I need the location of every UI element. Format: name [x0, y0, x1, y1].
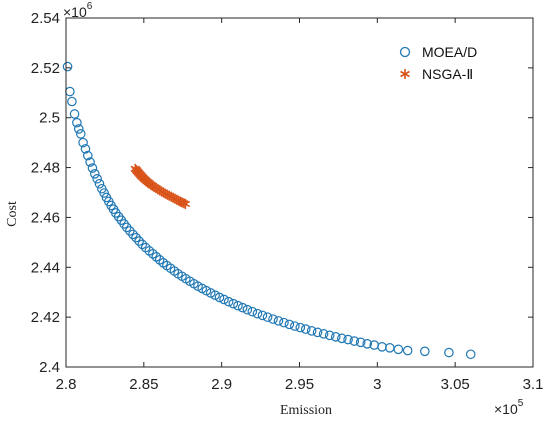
data-point	[78, 137, 88, 148]
data-point	[219, 294, 229, 305]
legend-label-moead: MOEA/D	[422, 44, 477, 60]
data-point	[134, 236, 144, 246]
data-point	[99, 188, 109, 198]
plot-background	[66, 18, 533, 367]
series-layer	[62, 61, 476, 360]
x-tick-label: 3	[373, 376, 381, 393]
legend: MOEA/D NSGA-Ⅱ	[399, 44, 477, 82]
y-multiplier-text: ×10	[63, 4, 87, 20]
data-point	[67, 96, 77, 107]
legend-label-nsga: NSGA-Ⅱ	[422, 66, 473, 82]
data-point	[444, 347, 454, 358]
data-point	[128, 229, 138, 240]
data-point	[247, 306, 258, 317]
y-tick-label: 2.44	[31, 259, 60, 276]
y-exponent-text: 6	[87, 1, 93, 12]
data-point	[362, 339, 373, 349]
series-nsga	[130, 163, 191, 209]
data-point	[242, 304, 253, 315]
data-point	[228, 298, 239, 309]
legend-marker-moead	[399, 46, 411, 58]
y-exponent-label: ×106	[63, 1, 93, 20]
data-point	[355, 337, 366, 348]
data-point	[237, 302, 248, 313]
data-point	[318, 329, 329, 339]
legend-marker-nsga	[400, 69, 410, 79]
data-point	[349, 336, 360, 346]
data-point	[82, 150, 93, 161]
data-point	[87, 163, 98, 173]
data-point	[300, 324, 311, 334]
x-exponent-label: ×105	[494, 398, 524, 417]
x-exponent-text: 5	[518, 398, 524, 409]
data-point	[125, 226, 135, 236]
data-point	[312, 327, 323, 338]
data-point	[131, 232, 141, 243]
x-tick-label: 2.85	[129, 376, 158, 393]
series-moead	[62, 61, 476, 360]
svg-text:×106: ×106	[63, 1, 93, 20]
data-point	[121, 222, 132, 233]
data-point	[402, 345, 413, 356]
data-point	[214, 292, 225, 303]
y-axis-label: Cost	[5, 201, 20, 227]
data-point	[252, 308, 263, 319]
data-point	[233, 300, 243, 311]
data-point	[262, 312, 273, 322]
data-point	[223, 296, 234, 307]
x-tick-label: 3.1	[523, 376, 544, 393]
data-point	[268, 314, 278, 324]
data-point	[137, 239, 148, 250]
x-axis-label: Emission	[280, 403, 332, 418]
plot-area	[66, 18, 533, 367]
svg-text:×105: ×105	[494, 398, 524, 417]
data-point	[148, 249, 158, 259]
data-point	[465, 349, 476, 360]
data-point	[151, 252, 162, 262]
data-point	[89, 169, 100, 179]
x-tick-label: 2.8	[56, 376, 77, 393]
data-point	[92, 173, 102, 184]
y-tick-label: 2.48	[31, 160, 60, 177]
data-point	[180, 198, 191, 209]
x-tick-label: 2.95	[285, 376, 314, 393]
data-point	[80, 144, 91, 154]
data-point	[279, 317, 289, 328]
data-point	[75, 129, 86, 139]
y-tick-label: 2.4	[39, 359, 60, 376]
data-point	[69, 109, 80, 119]
data-point	[85, 157, 95, 167]
data-point	[72, 117, 82, 128]
data-point	[343, 334, 353, 345]
data-point	[284, 319, 295, 330]
data-point	[257, 310, 268, 321]
data-point	[306, 326, 317, 336]
data-point	[94, 178, 105, 189]
y-tick-label: 2.5	[39, 110, 60, 127]
data-point	[295, 322, 306, 333]
data-point	[324, 330, 335, 341]
data-point	[337, 333, 347, 344]
data-point	[62, 61, 73, 72]
x-tick-label: 2.9	[211, 376, 232, 393]
data-point	[393, 344, 404, 355]
x-multiplier-text: ×10	[494, 401, 518, 417]
data-point	[290, 321, 300, 331]
axes-layer: 2.8 2.85 2.9 2.95 3 3.05 3.1 2.4 2.42 2.44 2.46 2.4…	[31, 10, 544, 393]
x-tick-label: 3.05	[441, 376, 470, 393]
y-tick-label: 2.42	[31, 309, 60, 326]
data-point	[420, 346, 430, 357]
y-tick-label: 2.54	[31, 10, 60, 27]
data-point	[73, 124, 84, 134]
data-point	[273, 316, 284, 326]
y-tick-label: 2.52	[31, 60, 60, 77]
y-tick-label: 2.46	[31, 209, 60, 226]
data-point	[330, 332, 341, 342]
